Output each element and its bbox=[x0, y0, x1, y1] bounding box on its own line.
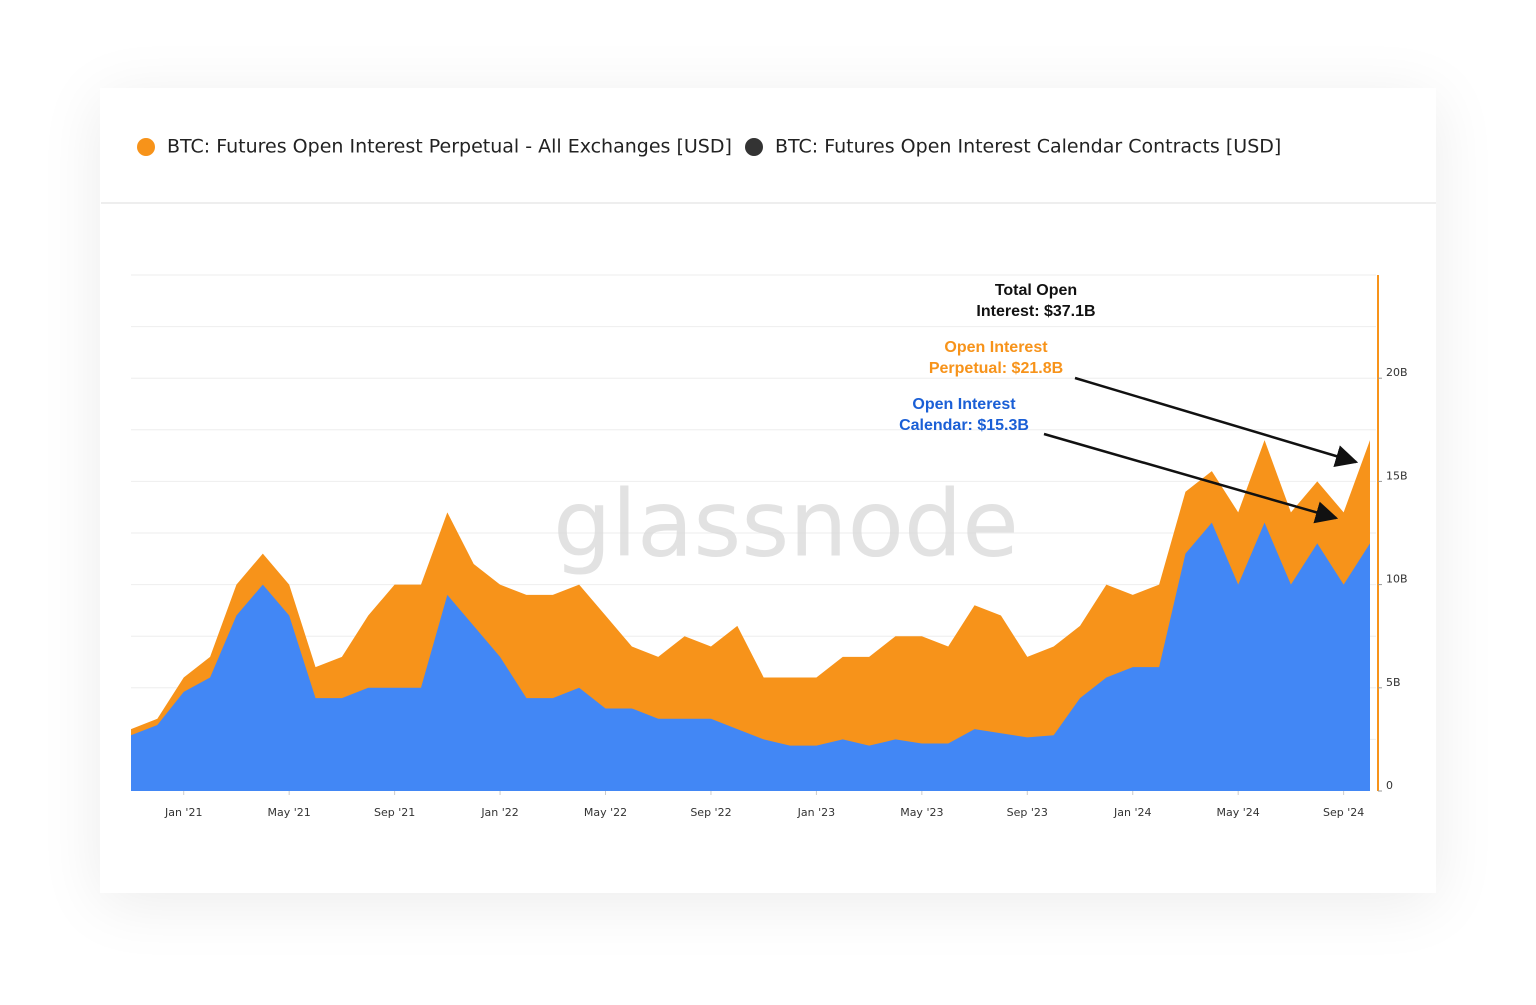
x-tick-label: May '21 bbox=[268, 806, 311, 819]
y-tick-label: 15B bbox=[1386, 469, 1408, 482]
annotation: Calendar: $15.3B bbox=[899, 417, 1029, 434]
legend-marker bbox=[745, 138, 763, 156]
arrow bbox=[1043, 432, 1339, 524]
legend-marker bbox=[137, 138, 155, 156]
annotation: Open Interest bbox=[944, 339, 1048, 356]
x-tick-label: Sep '21 bbox=[374, 806, 415, 819]
legend-label: BTC: Futures Open Interest Calendar Cont… bbox=[775, 136, 1281, 158]
x-tick-label: Sep '22 bbox=[690, 806, 731, 819]
watermark: glassnode bbox=[553, 470, 1019, 577]
legend-label: BTC: Futures Open Interest Perpetual - A… bbox=[167, 136, 732, 158]
x-tick-label: May '22 bbox=[584, 806, 627, 819]
annotation: Open Interest bbox=[912, 396, 1016, 413]
y-tick-label: 0 bbox=[1386, 779, 1393, 792]
x-tick-label: Jan '22 bbox=[480, 806, 518, 819]
annotation: Perpetual: $21.8B bbox=[929, 360, 1063, 377]
y-tick-label: 20B bbox=[1386, 366, 1408, 379]
annotation: Total Open bbox=[995, 282, 1077, 299]
y-tick-label: 5B bbox=[1386, 676, 1401, 689]
x-tick-label: Jan '21 bbox=[164, 806, 202, 819]
x-tick-label: Jan '23 bbox=[797, 806, 835, 819]
x-tick-label: Sep '24 bbox=[1323, 806, 1364, 819]
annotation: Interest: $37.1B bbox=[976, 303, 1095, 320]
x-tick-label: Sep '23 bbox=[1007, 806, 1048, 819]
area bbox=[131, 522, 1370, 791]
y-tick-label: 10B bbox=[1386, 573, 1408, 586]
x-tick-label: May '23 bbox=[900, 806, 943, 819]
x-tick-label: May '24 bbox=[1217, 806, 1260, 819]
arrow bbox=[1074, 376, 1359, 467]
x-tick-label: Jan '24 bbox=[1113, 806, 1151, 819]
